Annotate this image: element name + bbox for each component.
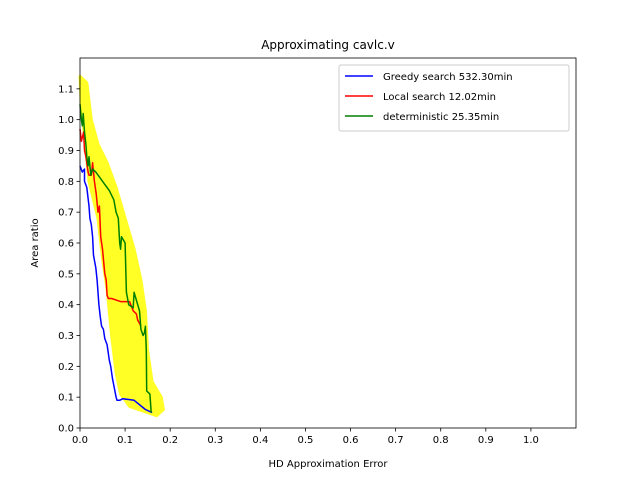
scatter-points [78, 75, 165, 418]
legend-box [338, 64, 570, 132]
y-tick-label: 0.5 [58, 269, 74, 280]
x-tick-label: 0.2 [162, 435, 178, 446]
x-tick-label: 0.6 [343, 435, 359, 446]
y-tick-label: 0.9 [58, 146, 74, 157]
x-tick-label: 0.4 [252, 435, 268, 446]
y-tick-label: 0.8 [58, 177, 74, 188]
y-axis-label: Area ratio [30, 218, 41, 267]
y-tick-label: 0.2 [58, 362, 74, 373]
x-axis-label: HD Approximation Error [269, 459, 389, 470]
plot-area [78, 75, 165, 418]
y-tick-label: 0.0 [58, 424, 74, 435]
series-line-1 [79, 165, 153, 414]
x-tick-label: 1.0 [523, 435, 539, 446]
x-tick-label: 0.7 [388, 435, 404, 446]
x-tick-label: 0.3 [207, 435, 223, 446]
legend-label-2: Local search 12.02min [383, 92, 496, 103]
x-tick-label: 0.8 [433, 435, 449, 446]
y-tick-label: 0.3 [58, 331, 74, 342]
chart-title: Approximating cavlc.v [261, 38, 395, 52]
x-tick-label: 0.9 [478, 435, 494, 446]
y-tick-label: 1.1 [58, 84, 74, 95]
y-tick-label: 1.0 [58, 115, 74, 126]
y-tick-label: 0.4 [58, 300, 74, 311]
y-tick-label: 0.7 [58, 208, 74, 219]
x-tick-label: 0.5 [298, 435, 314, 446]
legend-label-3: deterministic 25.35min [383, 112, 499, 123]
axes: 0.0 0.1 0.2 0.3 0.4 0.5 0.6 0.7 0.8 0.9 1.0 0.0 0.1 0… [58, 57, 577, 446]
y-tick-label: 0.6 [58, 239, 74, 250]
x-tick-label: 0.1 [117, 435, 133, 446]
legend: Greedy search 532.30min Local search 12.0… [338, 64, 570, 132]
y-tick-label: 0.1 [58, 393, 74, 404]
legend-label-1: Greedy search 532.30min [383, 72, 513, 83]
x-tick-label: 0.0 [72, 435, 88, 446]
series-line-3 [79, 104, 152, 413]
